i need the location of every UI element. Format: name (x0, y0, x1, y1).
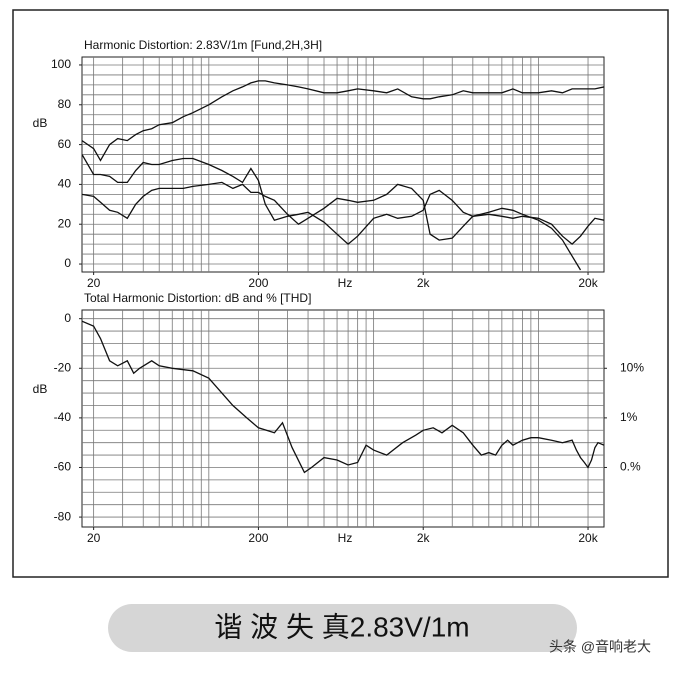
x-tick-label: 2k (417, 276, 431, 290)
x-tick-label: 200 (248, 276, 268, 290)
y-tick-label: 20 (58, 216, 72, 230)
x-axis-label: Hz (338, 531, 353, 545)
chart-title: Total Harmonic Distortion: dB and % [THD… (84, 291, 311, 305)
x-axis-label: Hz (338, 276, 353, 290)
y-tick-label: 0 (64, 311, 71, 325)
y-tick-label: -20 (54, 360, 72, 374)
y-tick-label: 100 (51, 57, 71, 71)
series-line (82, 154, 582, 271)
series-line (82, 181, 604, 245)
chart-title: Harmonic Distortion: 2.83V/1m [Fund,2H,3… (84, 38, 322, 52)
y2-tick-label: 1% (620, 410, 638, 424)
y-axis-label: dB (33, 116, 48, 130)
frame (12, 9, 669, 578)
y-tick-label: 40 (58, 177, 72, 191)
y2-tick-label: 10% (620, 360, 644, 374)
series-line (82, 80, 604, 162)
y-tick-label: 60 (58, 137, 72, 151)
x-tick-label: 200 (248, 531, 268, 545)
y-tick-label: 0 (64, 256, 71, 270)
watermark: 头条 @音响老大 (549, 639, 651, 655)
y-tick-label: -60 (54, 460, 72, 474)
y-tick-label: 80 (58, 97, 72, 111)
y-tick-label: -80 (54, 509, 72, 523)
x-tick-label: 20k (578, 531, 598, 545)
x-tick-label: 20 (87, 531, 101, 545)
caption-box (108, 604, 577, 652)
x-tick-label: 20 (87, 276, 101, 290)
x-tick-label: 2k (417, 531, 431, 545)
y-tick-label: -40 (54, 410, 72, 424)
y-axis-label: dB (33, 382, 48, 396)
series-line (82, 320, 604, 474)
x-tick-label: 20k (578, 276, 598, 290)
caption: 谐 波 失 真2.83V/1m (214, 611, 469, 642)
y2-tick-label: 0.% (620, 460, 641, 474)
plot-area (81, 309, 605, 528)
